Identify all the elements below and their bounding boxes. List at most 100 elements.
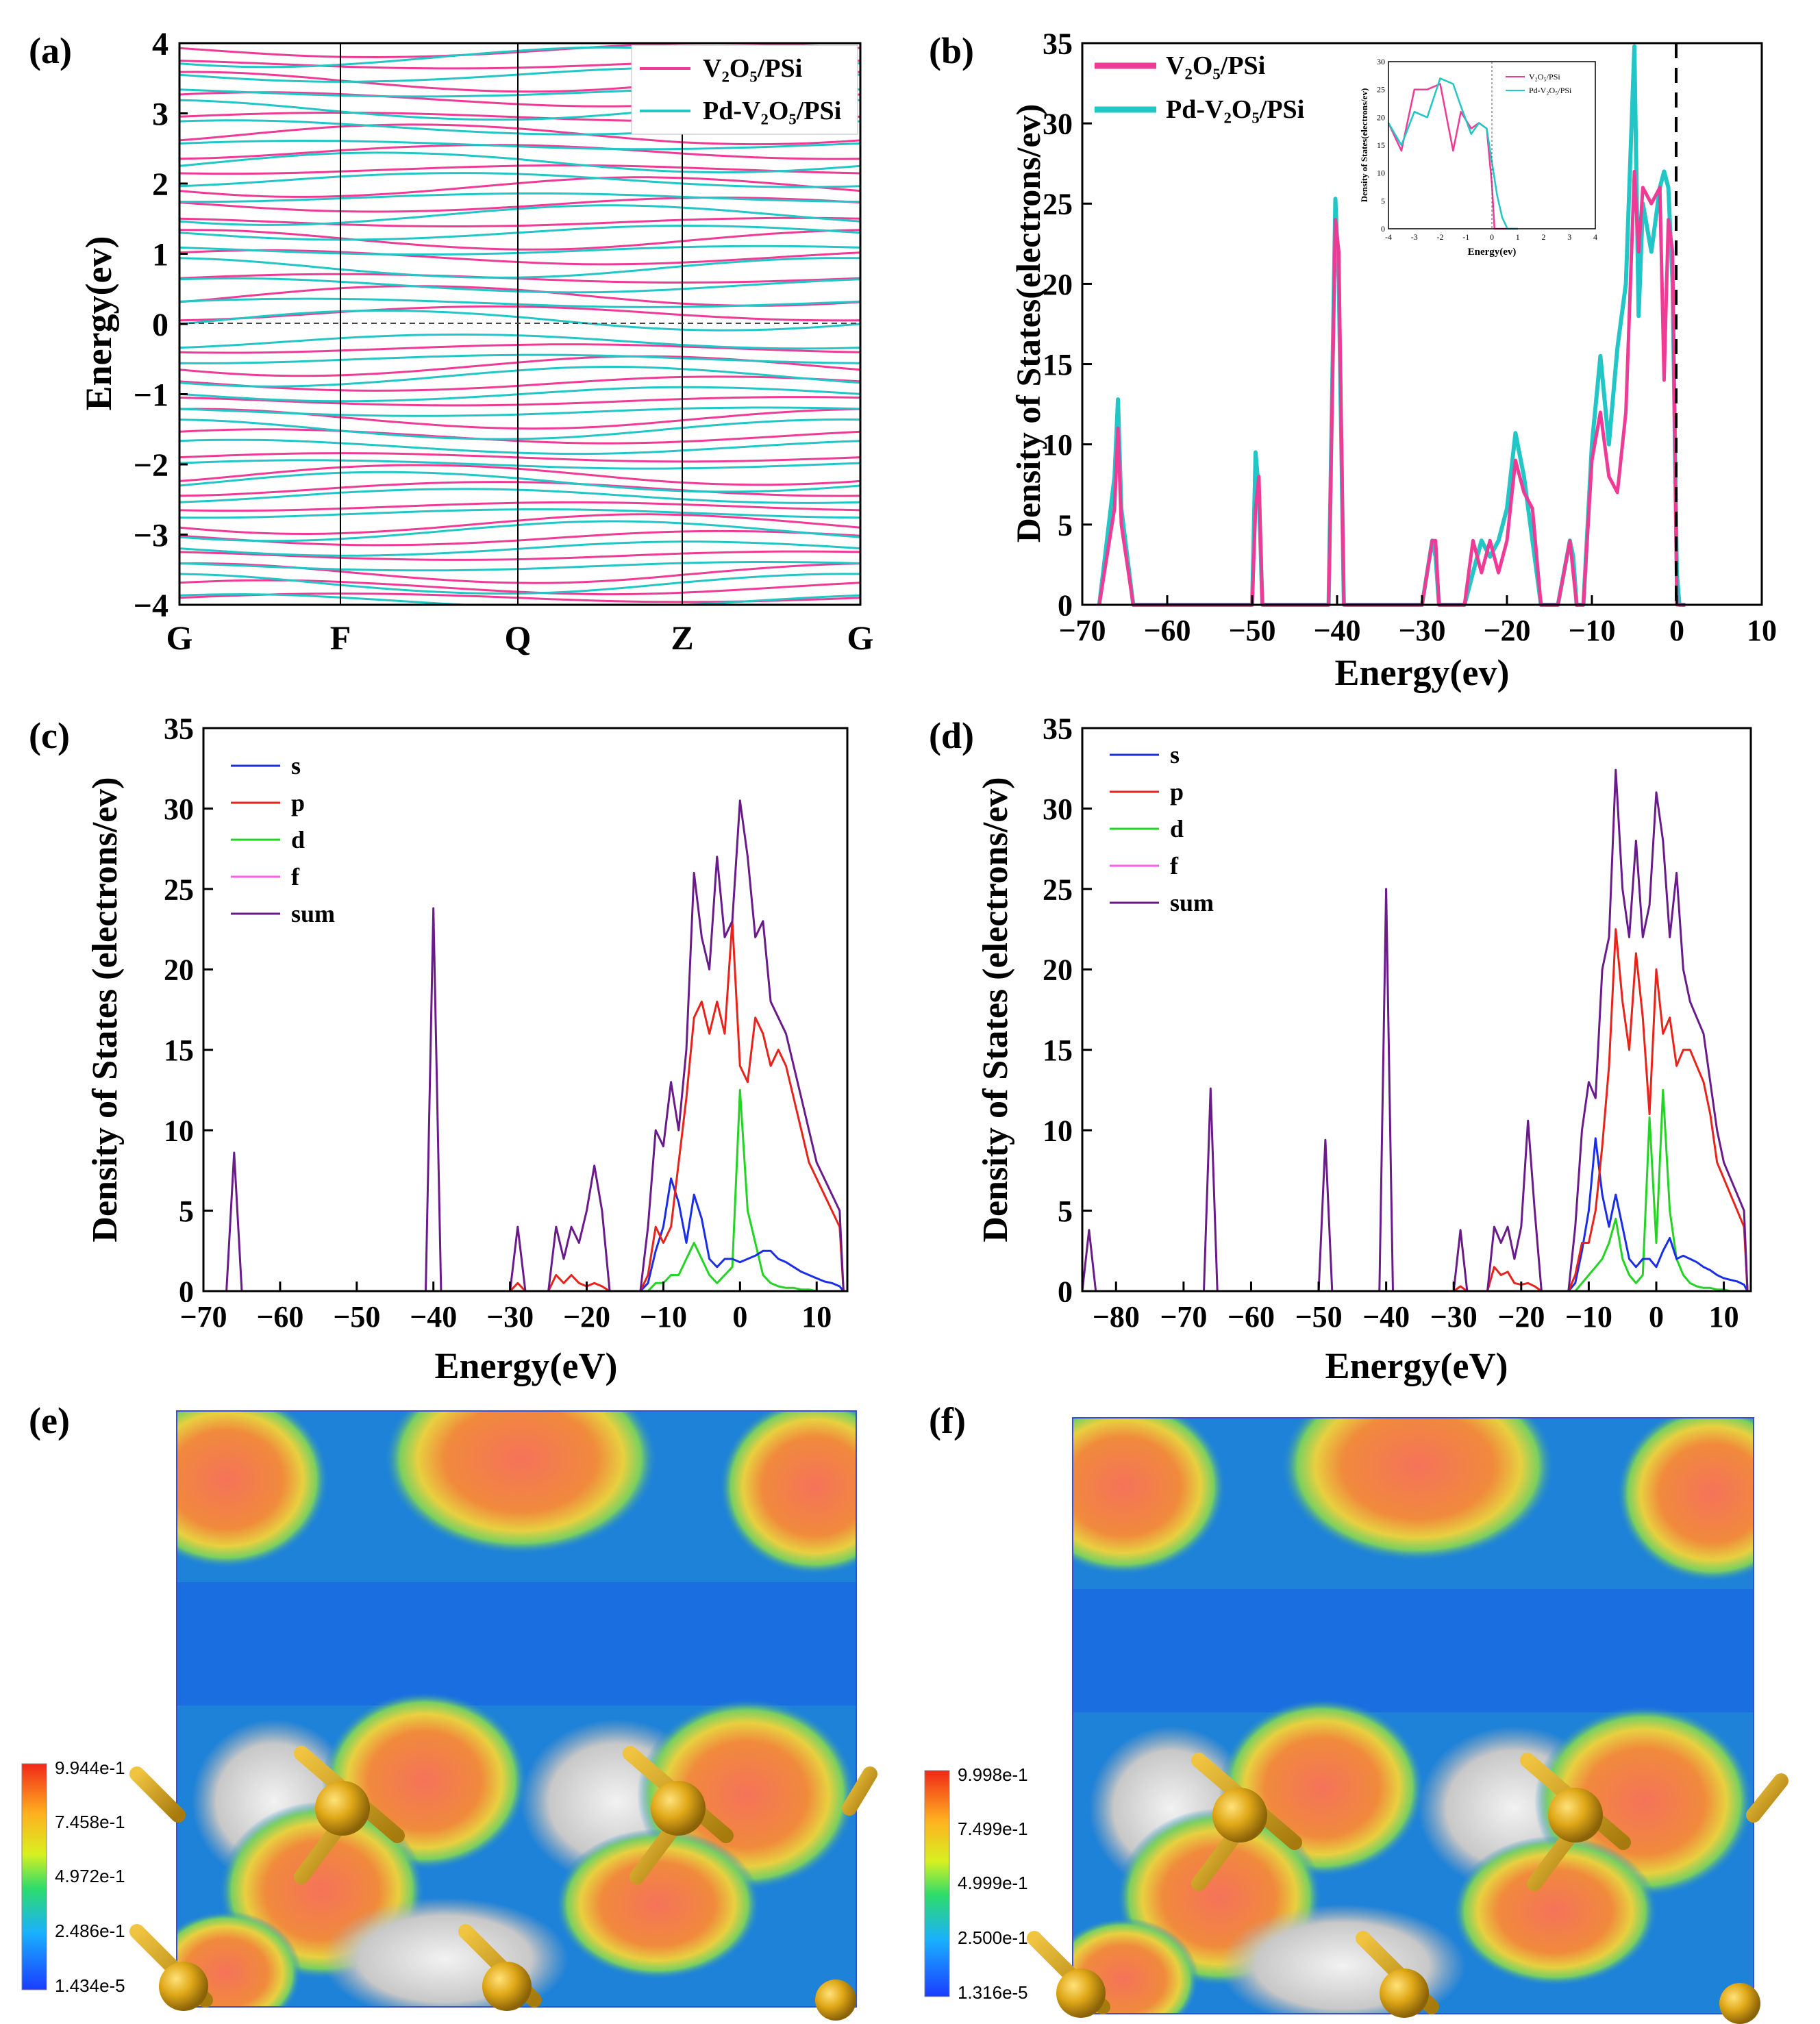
x-tick-label: 0: [732, 1300, 747, 1334]
colorbar-tick: 2.500e-1: [958, 1927, 1028, 1948]
band-line: [179, 172, 860, 188]
x-tick-label: −40: [1362, 1300, 1410, 1334]
colorbar-tick: 7.499e-1: [958, 1819, 1028, 1839]
x-tick-label: −60: [1227, 1300, 1275, 1334]
inset-y-tick-label: 30: [1377, 57, 1385, 66]
bond: [1746, 1773, 1788, 1823]
panel-b-label: (b): [929, 30, 974, 71]
x-tick-label: −30: [1398, 614, 1445, 647]
y-tick-label: 10: [1043, 1114, 1073, 1148]
inset-y-tick-label: 25: [1377, 85, 1385, 95]
x-tick-label: −30: [486, 1300, 534, 1334]
pdos-curve-p: [226, 920, 845, 1292]
atoms: [1027, 1753, 1788, 2024]
inset-x-tick-label: 0: [1490, 232, 1494, 242]
inset-legend-label-v2o5: V₂O₅/PSi: [1529, 72, 1560, 82]
y-tick-label: 25: [164, 873, 194, 906]
density-lobe: [555, 1829, 760, 1979]
vacuum-region: [1073, 1589, 1754, 1712]
colorbar-tick: 7.458e-1: [55, 1812, 125, 1832]
density-lobe: [177, 1411, 329, 1569]
band-line: [179, 355, 860, 377]
colorbar-tick-min: 1.434e-5: [55, 1975, 125, 1996]
y-tick-label: −4: [134, 588, 169, 624]
x-tick-label: −10: [1565, 1300, 1612, 1334]
atom: [1212, 1788, 1267, 1842]
y-axis-ticks: 0 5 10 15 20 25 30 35: [164, 712, 213, 1308]
x-axis-label: Energy(eV): [1325, 1345, 1508, 1386]
y-tick-label: 1: [152, 237, 169, 273]
y-tick-label: −2: [134, 447, 169, 484]
y-axis-ticks: 4 3 2 1 0 −1 −2 −3 −4: [134, 26, 188, 624]
x-tick-label: −70: [179, 1300, 227, 1334]
y-tick-label: 4: [152, 26, 169, 62]
y-tick-label: 2: [152, 166, 169, 203]
y-tick-label: 15: [164, 1034, 194, 1067]
panel-a-band-structure: (a) 4 3 2 1 0 −1 −2 −3 −4 G F Q Z G Energy(ev) V₂O₅/…: [29, 26, 873, 657]
y-tick-label: 15: [1043, 1034, 1073, 1067]
bond: [129, 1766, 186, 1823]
y-tick-label: −3: [134, 518, 169, 554]
atoms: [129, 1746, 877, 2021]
x-axis-label: Energy(eV): [435, 1345, 618, 1386]
atom: [1380, 1969, 1429, 2018]
x-tick-label: −40: [1313, 614, 1360, 647]
legend-label-p: p: [1170, 778, 1184, 805]
inset-x-tick-label: 4: [1593, 232, 1597, 242]
kpoint-label: G: [166, 619, 193, 657]
plot-frame: [1081, 727, 1752, 1292]
x-tick-label: 0: [1669, 614, 1684, 647]
legend-label-pd-v2o5: Pd-V₂O₅/PSi: [1166, 95, 1304, 124]
dos-curve-v2o5: [1097, 169, 1686, 607]
band-line: [179, 386, 860, 403]
y-tick-label: 30: [1043, 108, 1073, 141]
y-axis-ticks: 0 5 10 15 20 25 30 35: [1043, 27, 1092, 622]
plot-frame: [202, 727, 849, 1292]
colorbar-tick: 4.972e-1: [55, 1866, 125, 1886]
inset-y-tick-label: 15: [1377, 140, 1385, 150]
legend-label-pd-v2o5: Pd-V₂O₅/PSi: [703, 97, 841, 125]
x-tick-label: −50: [333, 1300, 380, 1334]
x-axis-ticks: −70 −60 −50 −40 −30 −20 −10 0 10: [1058, 595, 1777, 647]
x-tick-label: 10: [1709, 1300, 1739, 1334]
panel-d-pdos: (d) 0 5 10 15 20 25 30 35 −80 −70 −60 −50 −40 −30 −20…: [929, 712, 1752, 1386]
colorbar-tick: 2.486e-1: [55, 1921, 125, 1941]
y-tick-label: 10: [164, 1114, 194, 1148]
x-tick-label: 10: [801, 1300, 832, 1334]
y-tick-label: 25: [1043, 188, 1073, 221]
pdos-curve-p: [1082, 928, 1749, 1292]
inset-x-tick-label: 3: [1567, 232, 1571, 242]
x-tick-label: −20: [563, 1300, 610, 1334]
x-tick-label: −10: [640, 1300, 687, 1334]
panel-a-label: (a): [29, 30, 72, 71]
colorbar: 9.998e-1 7.499e-1 4.999e-1 2.500e-1 1.31…: [924, 1764, 1028, 2003]
x-tick-label: −30: [1430, 1300, 1478, 1334]
y-tick-label: 25: [1043, 873, 1073, 906]
inset-curve-pd-v2o5: [1387, 77, 1518, 230]
atom: [482, 1962, 532, 2011]
legend-label-p: p: [291, 789, 305, 816]
x-tick-label: −60: [256, 1300, 303, 1334]
pdos-curve-d: [226, 1088, 844, 1292]
pdos-curves: [225, 799, 845, 1292]
kpoint-label: G: [847, 619, 874, 657]
inset-x-tick-label: -2: [1437, 232, 1444, 242]
y-tick-label: 30: [1043, 792, 1073, 826]
band-line: [179, 309, 860, 332]
band-line: [179, 396, 860, 407]
panel-c-pdos: (c) 0 5 10 15 20 25 30 35 −70 −60 −50 −40 −30 −20 −10…: [29, 712, 849, 1386]
y-tick-label: 20: [1043, 268, 1073, 301]
inset-x-tick-label: -3: [1411, 232, 1418, 242]
panel-f-label: (f): [929, 1400, 966, 1441]
pdos-curve-sum: [1081, 769, 1749, 1292]
y-tick-label: 30: [164, 792, 194, 826]
x-tick-label: −70: [1058, 614, 1106, 647]
x-tick-label: −60: [1143, 614, 1191, 647]
pdos-curve-sum: [225, 799, 845, 1292]
x-axis-ticks: −80 −70 −60 −50 −40 −30 −20 −10 0 10: [1093, 1282, 1739, 1334]
y-axis-label: Density of States (electrons/ev): [86, 777, 125, 1242]
panel-e-electron-density: (e): [21, 1400, 877, 2021]
band-line: [179, 305, 860, 322]
